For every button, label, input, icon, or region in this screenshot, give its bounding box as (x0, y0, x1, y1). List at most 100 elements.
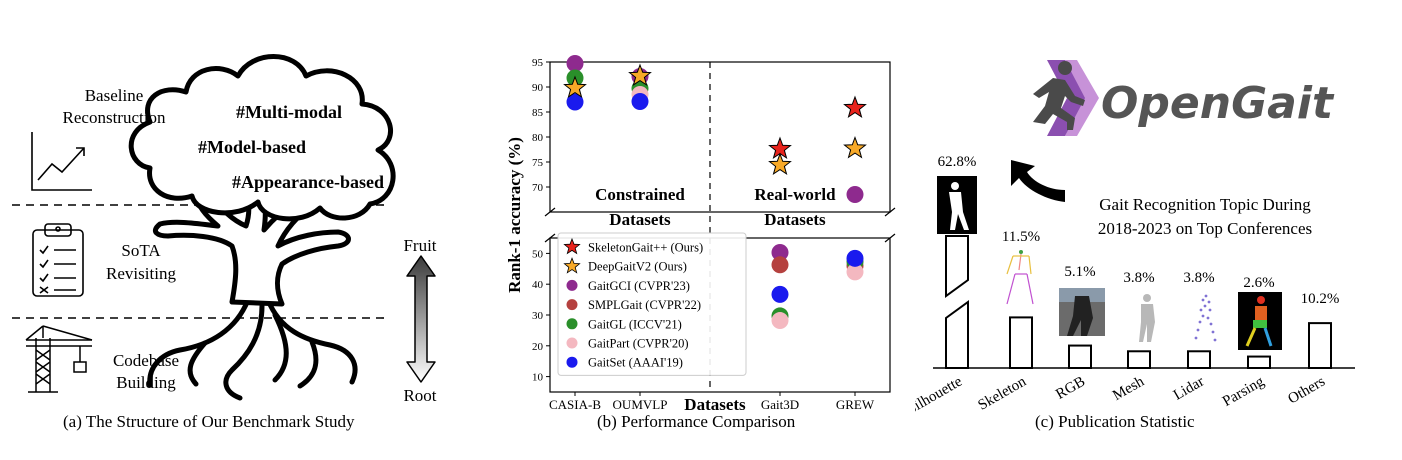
axis-break-mark (544, 207, 556, 217)
crane-tower-icon (25, 325, 93, 393)
bar-value-label: 3.8% (1123, 270, 1154, 286)
bar (1308, 322, 1332, 369)
bar-category-label: Parsing (1220, 373, 1267, 410)
bar-category-label: RGB (1053, 374, 1088, 403)
bar-value-label: 10.2% (1301, 291, 1340, 307)
caption-panel-a: (a) The Structure of Our Benchmark Study (63, 412, 355, 431)
y-tick-label: 20 (532, 341, 544, 353)
legend-label: SMPLGait (CVPR'22) (588, 298, 701, 312)
section-label-sota: SoTA (121, 241, 161, 260)
legend-marker-circle (566, 356, 578, 368)
y-tick-label: 10 (532, 372, 544, 384)
x-tick-label: CASIA-B (549, 397, 601, 412)
data-point-circle (771, 285, 789, 303)
region-label-realworld-1: Real-world (754, 185, 836, 204)
fruit-root-arrow (406, 255, 436, 383)
mesh-thumbnail (1139, 294, 1155, 342)
caption-panel-c: (c) Publication Statistic (1035, 412, 1195, 431)
x-axis-label: Datasets (684, 395, 746, 414)
bar-value-label: 62.8% (938, 154, 977, 170)
data-point-circle (846, 263, 864, 281)
axis-break-mark (544, 233, 556, 243)
parsing-thumbnail (1238, 292, 1282, 350)
trend-chart-icon (31, 132, 92, 191)
bar-category-label: Lidar (1171, 374, 1207, 404)
logo-text: OpenGait (1101, 78, 1335, 129)
y-tick-label: 40 (532, 279, 544, 291)
bar-category-label: Silhouette (915, 373, 965, 417)
publication-bar-chart: OpenGait Gait Recognition Topic During 2… (915, 60, 1355, 418)
chart-legend: SkeletonGait++ (Ours) DeepGaitV2 (Ours) Ga… (557, 232, 747, 376)
legend-marker-circle (566, 279, 578, 291)
region-label-constrained-2: Datasets (609, 210, 671, 229)
section-label-baseline: Baseline (85, 86, 144, 105)
data-point-star (563, 75, 587, 99)
y-tick-label: 50 (532, 248, 544, 260)
bar-category-label: Mesh (1110, 373, 1147, 404)
legend-label: GaitSet (AAAI'19) (588, 356, 683, 370)
logo-runner-icon (1033, 61, 1085, 130)
checklist-clipboard-icon (32, 223, 84, 297)
data-point-circle (631, 93, 649, 110)
data-point-circle (846, 186, 864, 203)
legend-marker-circle (566, 337, 578, 349)
y-tick-label: 70 (532, 182, 544, 194)
legend-marker-star (563, 257, 581, 274)
y-tick-label: 30 (532, 310, 544, 322)
axis-break-mark (884, 233, 896, 243)
bar-value-label: 3.8% (1183, 270, 1214, 286)
data-point-star (768, 152, 792, 176)
legend-box (557, 232, 747, 376)
y-axis-label: Rank-1 accuracy (%) (505, 137, 524, 293)
axis-break-mark (884, 207, 896, 217)
tree-roots (147, 297, 358, 401)
legend-label: GaitPart (CVPR'20) (588, 337, 689, 351)
section-label-building: Building (116, 373, 176, 392)
bar-category-label: Others (1285, 374, 1328, 408)
region-label-constrained-1: Constrained (595, 185, 685, 204)
bar (945, 300, 969, 369)
performance-scatter-chart: 70 75 80 85 90 95 10 20 30 40 50 CASIA-B OUMVLP Gait3… (505, 55, 896, 414)
data-point-circle (771, 243, 789, 261)
bar (1247, 355, 1271, 369)
section-label-revisiting: Revisiting (106, 264, 176, 283)
legend-label: GaitGL (ICCV'21) (588, 317, 682, 331)
bar-value-label: 11.5% (1002, 229, 1040, 245)
data-point-star (628, 63, 652, 87)
bar-value-label: 5.1% (1064, 264, 1095, 280)
arrow-top-label: Fruit (403, 236, 436, 255)
rgb-thumbnail (1059, 288, 1105, 336)
annotation-line-1: Gait Recognition Topic During (1099, 195, 1311, 214)
bar (1187, 350, 1211, 369)
benchmark-structure-figure: #Multi-modal #Model-based #Appearance-ba… (12, 54, 437, 405)
x-tick-label: OUMVLP (613, 397, 668, 412)
y-tick-label: 90 (532, 82, 544, 94)
caption-panel-b: (b) Performance Comparison (597, 412, 796, 431)
skeleton-thumbnail (1006, 250, 1034, 305)
y-tick-label: 95 (532, 57, 544, 69)
data-point-circle (771, 312, 789, 330)
data-point-circle (846, 249, 864, 267)
legend-marker-star (563, 237, 581, 255)
data-point-star (843, 136, 867, 159)
curved-arrow-icon (1011, 160, 1065, 202)
x-tick-label: Gait3D (761, 397, 799, 412)
arrow-bottom-label: Root (403, 386, 436, 405)
legend-marker-circle (566, 299, 578, 311)
data-point-star (843, 95, 867, 119)
tree-canopy (128, 54, 396, 222)
legend-label: DeepGaitV2 (Ours) (588, 260, 687, 274)
bar (1009, 316, 1033, 369)
bar (1068, 344, 1092, 369)
silhouette-thumbnail (937, 176, 977, 234)
legend-marker-circle (566, 318, 578, 330)
annotation-line-2: 2018-2023 on Top Conferences (1098, 219, 1312, 238)
section-label-reconstruction: Reconstruction (63, 108, 166, 127)
y-tick-label: 75 (532, 157, 544, 169)
legend-label: GaitGCI (CVPR'23) (588, 279, 690, 293)
data-point-circle (771, 256, 789, 274)
region-label-realworld-2: Datasets (764, 210, 826, 229)
data-point-circle (566, 55, 584, 72)
lidar-thumbnail (1194, 294, 1217, 342)
tag-multi-modal: #Multi-modal (236, 102, 342, 122)
